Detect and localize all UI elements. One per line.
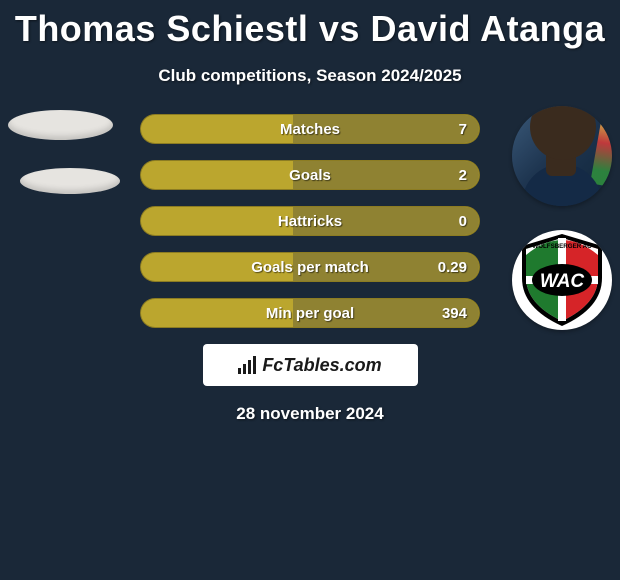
stat-label: Goals [141,161,479,189]
stat-value-right: 394 [442,299,467,327]
snapshot-date: 28 november 2024 [0,404,620,424]
stat-label: Min per goal [141,299,479,327]
stat-row: Min per goal 394 [140,298,480,328]
stat-row: Matches 7 [140,114,480,144]
branding-chart-icon [238,356,256,374]
club-logo-top-text: WOLFSBERGER AC [532,243,592,250]
stat-label: Goals per match [141,253,479,281]
stat-bars: Matches 7 Goals 2 Hattricks 0 Goals per … [140,114,480,328]
branding-badge: FcTables.com [203,344,418,386]
stat-row: Goals 2 [140,160,480,190]
right-club-logo: WOLFSBERGER AC WAC [512,230,612,330]
stat-row: Goals per match 0.29 [140,252,480,282]
stat-label: Matches [141,115,479,143]
stat-value-right: 2 [459,161,467,189]
stat-value-right: 0 [459,207,467,235]
stat-value-right: 0.29 [438,253,467,281]
left-club-logo-placeholder [20,168,120,194]
stat-label: Hattricks [141,207,479,235]
left-player-avatar-placeholder [8,110,113,140]
club-logo-letters: WAC [540,271,585,292]
comparison-block: WOLFSBERGER AC WAC Matches 7 Goals 2 Hat… [0,114,620,328]
right-player-col: WOLFSBERGER AC WAC [512,114,612,330]
branding-text: FcTables.com [262,355,381,376]
left-player-col [8,114,120,194]
stat-row: Hattricks 0 [140,206,480,236]
stat-value-right: 7 [459,115,467,143]
page-title: Thomas Schiestl vs David Atanga [0,0,620,50]
right-player-avatar [512,106,612,206]
subtitle: Club competitions, Season 2024/2025 [0,66,620,86]
